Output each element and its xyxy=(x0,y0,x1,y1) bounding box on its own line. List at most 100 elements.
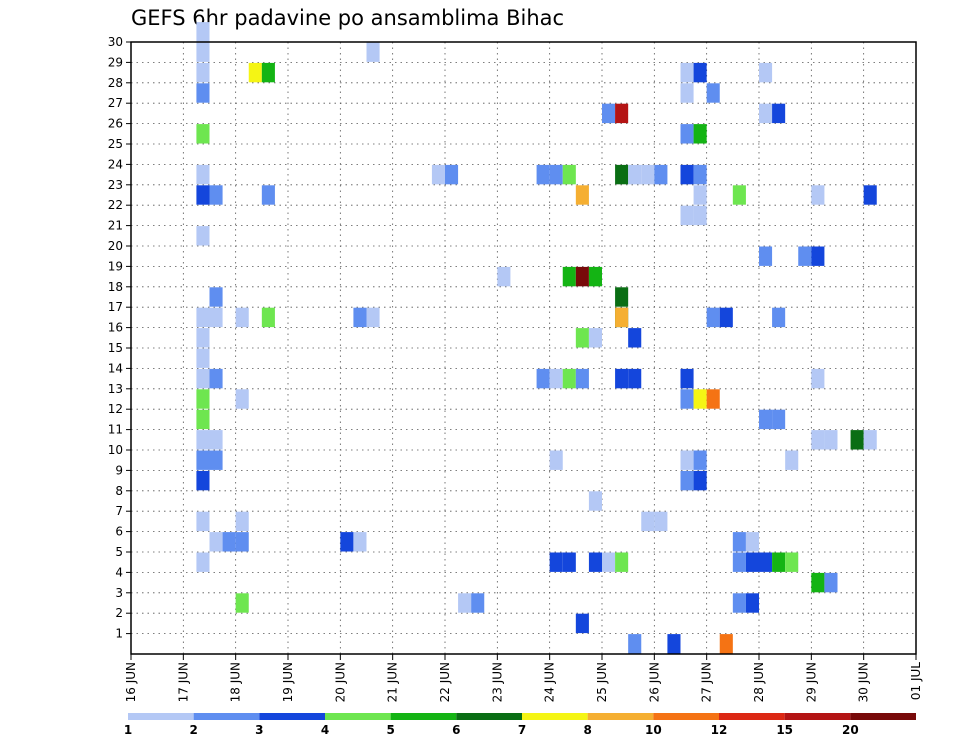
data-cell xyxy=(785,450,799,470)
colorbar-segment xyxy=(390,713,457,720)
colorbar-label: 1 xyxy=(124,723,132,737)
data-cell xyxy=(575,613,589,634)
data-cell xyxy=(261,307,275,328)
data-cell xyxy=(719,307,733,328)
data-cell xyxy=(575,185,589,205)
data-cell xyxy=(575,368,589,389)
data-cell xyxy=(340,532,354,552)
data-cell xyxy=(680,470,694,491)
y-tick-label: 10 xyxy=(108,443,123,457)
colorbar-segment xyxy=(522,713,588,720)
data-cell xyxy=(615,287,629,307)
y-tick-label: 13 xyxy=(108,382,123,396)
data-cell xyxy=(863,430,877,450)
colorbar-segment xyxy=(850,713,916,720)
data-cell xyxy=(196,430,210,450)
data-cell xyxy=(693,164,707,185)
colorbar-segment xyxy=(784,713,851,720)
y-tick-label: 20 xyxy=(108,239,123,253)
colorbar-label: 4 xyxy=(321,723,329,737)
data-cell xyxy=(196,389,210,409)
y-tick-label: 28 xyxy=(108,76,123,90)
y-tick-label: 25 xyxy=(108,137,123,151)
colorbar-label: 15 xyxy=(776,723,793,737)
data-cell xyxy=(209,450,223,470)
x-tick-label: 16 JUN xyxy=(124,662,138,702)
data-cell xyxy=(235,389,249,409)
data-cell xyxy=(196,328,210,348)
data-cell xyxy=(811,368,825,389)
data-cell xyxy=(209,430,223,450)
data-cell xyxy=(863,185,877,205)
colorbar-label: 20 xyxy=(842,723,859,737)
chart-title: GEFS 6hr padavine po ansamblima Bihac xyxy=(131,6,564,30)
y-tick-label: 23 xyxy=(108,178,123,192)
data-cell xyxy=(196,307,210,328)
data-cell xyxy=(209,532,223,552)
y-tick-label: 8 xyxy=(115,484,123,498)
data-cell xyxy=(235,307,249,328)
data-cell xyxy=(549,368,563,389)
data-cell xyxy=(628,164,642,185)
data-cell xyxy=(248,62,262,83)
x-tick-label: 26 JUN xyxy=(647,662,661,702)
data-cell xyxy=(680,164,694,185)
y-tick-label: 2 xyxy=(115,606,123,620)
data-cell xyxy=(759,552,773,572)
x-tick-label: 17 JUN xyxy=(176,662,190,702)
data-cell xyxy=(196,368,210,389)
data-cell xyxy=(680,205,694,226)
data-cell xyxy=(549,552,563,572)
data-cell xyxy=(759,409,773,430)
data-cell xyxy=(667,634,681,654)
data-cell xyxy=(497,266,511,287)
data-cell xyxy=(628,328,642,348)
y-tick-label: 12 xyxy=(108,402,123,416)
colorbar: 1 2 3 4 5 6 7 8 10 12 15 20 xyxy=(124,713,916,737)
x-tick-label: 27 JUN xyxy=(700,662,714,702)
y-tick-label: 15 xyxy=(108,341,123,355)
data-cell xyxy=(680,124,694,144)
x-tick-label: 24 JUN xyxy=(543,662,557,702)
data-cell xyxy=(680,450,694,470)
data-cell xyxy=(458,593,472,613)
colorbar-label: 2 xyxy=(189,723,197,737)
data-cell xyxy=(196,552,210,572)
x-tick-label: 28 JUN xyxy=(752,662,766,702)
data-cell xyxy=(196,450,210,470)
y-axis: 1234567891011121314151617181920212223242… xyxy=(108,35,131,641)
data-cell xyxy=(588,491,602,511)
y-tick-label: 19 xyxy=(108,259,123,273)
data-cell xyxy=(366,42,380,62)
data-cell xyxy=(196,62,210,83)
data-cell xyxy=(575,266,589,287)
data-cell xyxy=(772,552,786,572)
data-cell xyxy=(706,83,720,103)
data-cell xyxy=(706,389,720,409)
data-cell xyxy=(693,389,707,409)
data-cell xyxy=(680,389,694,409)
data-cell xyxy=(680,62,694,83)
data-cell xyxy=(588,552,602,572)
data-cell xyxy=(759,246,773,266)
data-cell xyxy=(196,22,210,42)
data-cell xyxy=(209,307,223,328)
x-tick-label: 18 JUN xyxy=(229,662,243,702)
data-cell xyxy=(536,368,550,389)
data-cell xyxy=(615,103,629,124)
data-cell xyxy=(235,593,249,613)
data-cell xyxy=(196,470,210,491)
data-cell xyxy=(693,470,707,491)
chart-cells xyxy=(196,22,877,654)
data-cell xyxy=(196,226,210,246)
x-tick-label: 29 JUN xyxy=(804,662,818,702)
data-cell xyxy=(209,368,223,389)
data-cell xyxy=(680,83,694,103)
data-cell xyxy=(745,552,759,572)
data-cell xyxy=(759,103,773,124)
data-cell xyxy=(811,246,825,266)
data-cell xyxy=(209,287,223,307)
data-cell xyxy=(196,409,210,430)
y-tick-label: 29 xyxy=(108,55,123,69)
